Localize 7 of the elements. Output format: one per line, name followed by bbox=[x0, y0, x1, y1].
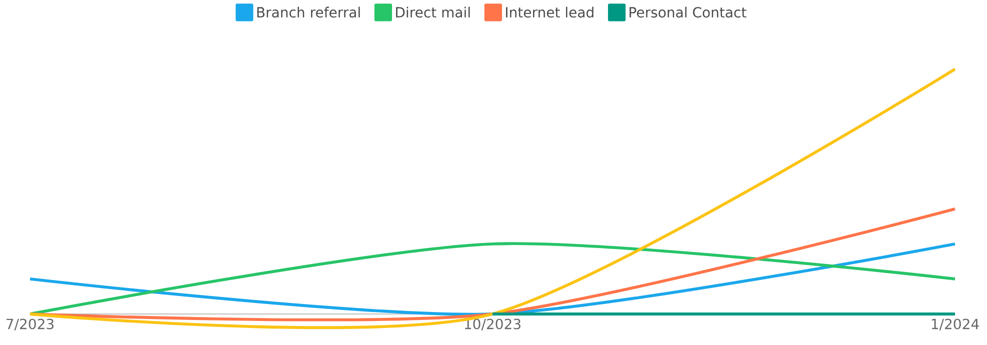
legend-label: Direct mail bbox=[396, 6, 470, 18]
legend-label: Internet lead bbox=[506, 6, 594, 18]
x-tick-label: 10/2023 bbox=[464, 318, 520, 330]
x-tick-label: 7/2023 bbox=[6, 318, 54, 330]
legend-label: Personal Contact bbox=[630, 6, 746, 18]
x-tick-label: 1/2024 bbox=[932, 318, 979, 330]
legend-label: Branch referral bbox=[257, 6, 360, 18]
